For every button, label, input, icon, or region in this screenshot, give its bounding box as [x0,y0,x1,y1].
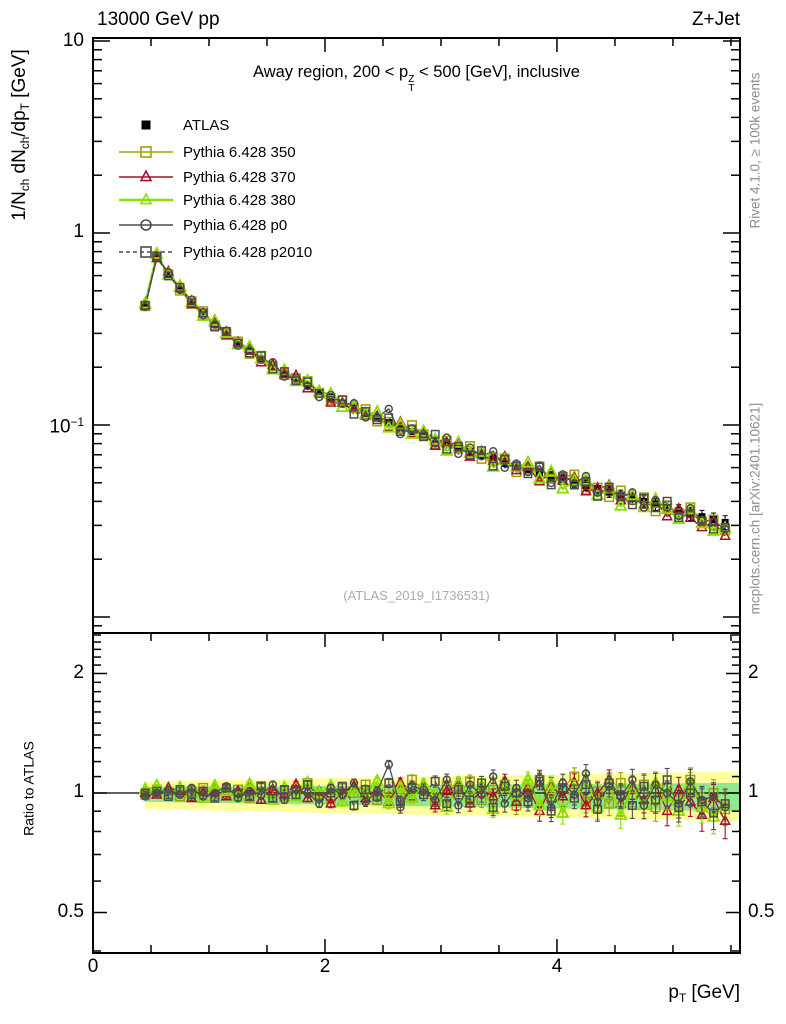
series-markers-pythia-6-428-p0 [140,253,730,534]
ratio-panel-data [138,759,732,840]
y-axis-title-frag: /dp [9,110,30,137]
legend-marker-filled-square [141,120,151,130]
y-axis-title-frag: dN [9,149,30,179]
legend-item-label: Pythia 6.428 p0 [183,216,288,234]
ratio-tick-1-right: 1 [748,781,759,802]
ratio-series-pythia-6-428-p2010 [140,767,730,831]
process-label: Z+Jet [691,9,740,30]
y-tick-0p1: 10−1 [24,416,84,438]
x-tick-0: 0 [87,956,99,977]
x-axis-title-frag: [GeV] [686,982,740,1003]
legend-item: Pythia 6.428 p2010 [118,242,312,262]
main-panel-data [138,246,732,540]
analysis-id-watermark: (ATLAS_2019_I1736531) [343,588,490,603]
y-axis-title: 1/Nch dNch/dpT [GeV] [9,5,34,265]
ratio-tick-05-right: 0.5 [748,901,775,922]
y-tick-exponent: −1 [70,416,84,429]
y-axis-title-sub: T [19,103,33,111]
x-tick-4: 4 [551,956,563,977]
axis-ticks [93,38,740,953]
legend-item: ATLAS [118,115,229,135]
legend-item-label: Pythia 6.428 370 [183,168,296,186]
legend-marker-open-triangle [119,169,173,182]
series-line-pythia-6-428-p2010 [144,254,726,530]
y-axis-title-sub: ch [19,178,33,192]
series-markers-pythia-6-428-380 [138,246,732,536]
beam-energy-label: 13000 GeV pp [97,9,220,30]
y-tick-10: 10 [62,30,84,51]
legend-item: Pythia 6.428 p0 [118,215,287,235]
legend-item-label: Pythia 6.428 380 [183,191,296,209]
y-axis-title-sub: ch [19,136,33,150]
ratio-tick-2-left: 2 [73,662,84,683]
legend-item: Pythia 6.428 350 [118,142,296,162]
series-line-pythia-6-428-370 [144,256,726,537]
series-markers-pythia-6-428-370 [139,251,731,540]
mcplots-credit-label: mcplots.cern.ch [arXiv:2401.10621] [747,402,763,615]
x-axis-title-frag: p [668,982,679,1003]
x-tick-2: 2 [319,956,331,977]
series-markers-pythia-6-428-350 [140,250,731,536]
legend-marker-open-square [119,146,173,158]
pt-superscript: Z [408,74,415,86]
legend-item-label: ATLAS [183,116,230,134]
x-axis-title-sub: T [678,992,687,1006]
legend-item: Pythia 6.428 370 [118,167,296,187]
ratio-tick-2-right: 2 [748,662,759,683]
series-line-pythia-6-428-p0 [144,255,726,530]
ratio-tick-1-left: 1 [73,781,84,802]
legend-marker-open-circle [119,219,173,231]
panel-title-text: Away region, 200 < p [253,63,409,81]
y-axis-title-frag: 1/N [9,191,30,221]
y-tick-base: 10 [49,416,71,438]
pt-subscript: T [408,82,415,94]
y-axis-title-frag: [GeV] [9,49,30,104]
legend-marker-open-square [119,246,173,258]
series-markers-pythia-6-428-p2010 [140,252,730,534]
legend-marker-open-triangle [119,192,173,205]
y-tick-1: 1 [73,221,84,242]
legend-item-label: Pythia 6.428 p2010 [183,243,313,261]
x-axis-title: pT [GeV] [540,982,740,1006]
rivet-version-label: Rivet 4.1.0, ≥ 100k events [747,72,763,229]
ratio-tick-05-left: 0.5 [57,901,84,922]
atlas-data-points [141,254,729,531]
legend-item: Pythia 6.428 380 [118,190,296,210]
panel-title-text2: < 500 [GeV], inclusive [414,63,580,81]
series-line-pythia-6-428-380 [144,251,726,533]
series-line-pythia-6-428-350 [144,254,726,531]
legend-item-label: Pythia 6.428 350 [183,143,296,161]
